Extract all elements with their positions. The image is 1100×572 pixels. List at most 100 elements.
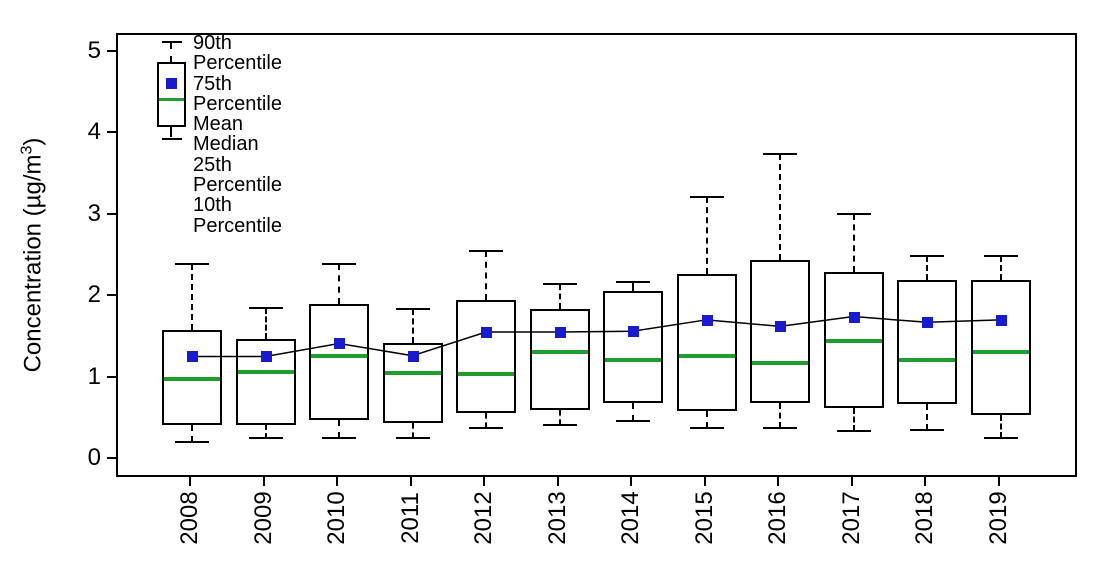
whisker-cap-10th: [542, 423, 577, 426]
y-axis-tick: [107, 131, 116, 133]
whisker-cap-90th: [469, 250, 503, 253]
y-axis-title-close: ): [19, 137, 47, 146]
whisker-cap-10th: [910, 428, 944, 431]
mean-marker: [995, 314, 1007, 326]
x-axis-tick-label: 2009: [249, 491, 277, 545]
x-axis-tick-label: 2011: [396, 492, 424, 544]
median-line: [531, 350, 588, 355]
x-axis-tick: [409, 477, 412, 486]
y-axis-tick-label: 1: [87, 362, 101, 390]
x-axis-tick-label: 2017: [837, 491, 865, 545]
whisker-upper: [852, 213, 855, 272]
median-line: [605, 357, 661, 362]
x-axis-tick: [483, 477, 485, 486]
whisker-cap-90th: [542, 282, 577, 285]
median-line: [678, 354, 735, 359]
x-axis-tick: [850, 477, 853, 486]
legend-sample-box: [157, 62, 186, 127]
x-axis-tick: [262, 477, 265, 486]
x-axis-tick-label: 2015: [690, 491, 718, 545]
whisker-lower: [485, 412, 487, 429]
y-axis-tick-label: 0: [87, 444, 101, 471]
whisker-cap-90th: [689, 195, 724, 198]
whisker-cap-90th: [763, 153, 797, 156]
x-axis-tick-label: 2012: [470, 491, 497, 545]
whisker-lower: [411, 423, 414, 438]
x-axis-tick: [777, 477, 779, 486]
y-axis-tick-label: 5: [87, 36, 101, 64]
whisker-cap-10th: [689, 427, 724, 430]
mean-marker: [848, 311, 860, 323]
median-line: [899, 357, 955, 362]
iqr-box: [309, 303, 369, 421]
whisker-lower: [632, 402, 634, 421]
whisker-upper: [191, 264, 193, 330]
mean-marker: [407, 350, 419, 362]
whisker-upper: [338, 264, 340, 304]
x-axis-tick: [703, 477, 706, 486]
whisker-cap-90th: [395, 308, 430, 311]
whisker-cap-90th: [836, 212, 871, 215]
whisker-cap-10th: [763, 427, 797, 430]
median-line: [752, 361, 808, 365]
x-axis-tick-label: 2013: [543, 491, 571, 545]
legend-item-median: Median: [193, 133, 259, 156]
whisker-lower: [852, 407, 855, 431]
y-axis-tick: [107, 49, 116, 52]
mean-marker: [554, 327, 566, 339]
median-line: [237, 369, 294, 374]
legend-sample-upper-cap: [162, 41, 182, 43]
mean-marker: [187, 351, 198, 363]
median-line: [458, 372, 514, 377]
x-axis-tick-label: 2019: [984, 491, 1012, 545]
legend-sample-lower-whisker: [170, 127, 172, 137]
whisker-cap-90th: [248, 306, 283, 309]
legend-item-10th: 10th Percentile: [193, 194, 282, 237]
whisker-upper: [926, 256, 928, 280]
x-axis-tick-label: 2014: [617, 491, 644, 545]
iqr-box: [897, 279, 957, 404]
whisker-lower: [779, 402, 781, 429]
whisker-upper: [779, 154, 781, 261]
y-axis-title-superscript: 3: [18, 145, 36, 155]
iqr-box: [456, 300, 516, 413]
whisker-cap-10th: [469, 427, 503, 430]
x-axis-tick-label: 2010: [323, 491, 350, 545]
whisker-cap-10th: [175, 441, 209, 444]
whisker-upper: [264, 307, 267, 339]
mean-marker: [775, 321, 786, 333]
legend-item-25th: 25th Percentile: [193, 153, 282, 197]
legend-labels: 90th Percentile 75th Percentile Mean Med…: [193, 33, 282, 236]
whisker-cap-90th: [910, 255, 944, 258]
y-axis-tick: [107, 212, 116, 215]
whisker-lower: [191, 424, 193, 443]
y-axis-tick: [107, 375, 116, 378]
iqr-box: [603, 291, 663, 403]
median-line: [311, 354, 367, 359]
x-axis-tick: [997, 477, 1000, 486]
whisker-upper: [558, 283, 561, 310]
y-axis-tick-label: 3: [87, 199, 101, 227]
whisker-lower: [558, 410, 561, 425]
legend-sample-lower-cap: [162, 138, 182, 140]
median-line: [164, 377, 220, 382]
x-axis-tick-label: 2018: [911, 491, 938, 545]
x-axis-tick: [924, 477, 926, 486]
mean-marker: [701, 314, 713, 326]
whisker-lower: [264, 424, 267, 438]
y-axis-tick: [107, 294, 116, 296]
iqr-box: [676, 274, 737, 412]
whisker-cap-90th: [616, 280, 650, 283]
whisker-cap-90th: [322, 263, 356, 266]
x-axis-tick-label: 2016: [764, 491, 791, 545]
whisker-cap-10th: [322, 436, 356, 439]
legend-item-90th: 90th Percentile: [193, 32, 282, 75]
x-axis-tick: [189, 477, 191, 486]
mean-marker: [922, 317, 933, 329]
whisker-upper: [485, 251, 487, 301]
whisker-lower: [338, 420, 340, 438]
legend-sample-upper-whisker: [170, 43, 172, 62]
median-line: [384, 370, 441, 375]
iqr-box: [529, 309, 590, 411]
y-axis-tick-label: 4: [87, 118, 101, 145]
